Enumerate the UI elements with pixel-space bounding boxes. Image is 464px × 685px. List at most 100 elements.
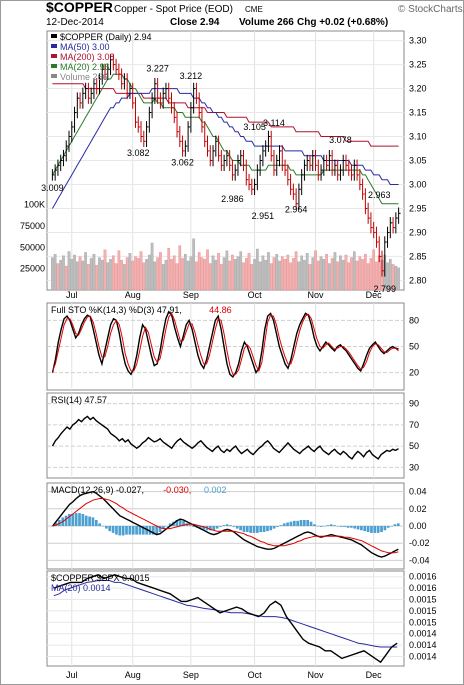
volume-bar bbox=[172, 255, 176, 291]
volume-bar bbox=[184, 253, 187, 291]
volume-bar bbox=[120, 259, 123, 291]
volume-bar bbox=[64, 265, 68, 291]
volume-bar bbox=[167, 247, 171, 291]
macd-histogram-bar bbox=[91, 517, 95, 526]
price-y-tick-label: 3.10 bbox=[409, 132, 427, 142]
volume-bar bbox=[233, 259, 237, 291]
volume-bar bbox=[170, 259, 173, 291]
volume-bar bbox=[189, 256, 193, 291]
osc-y-tick-label: -0.02 bbox=[409, 538, 430, 548]
osc-legend-entry: 0.002 bbox=[204, 485, 227, 495]
price-annotation: 3.062 bbox=[171, 158, 194, 168]
change-label: Chg +0.02 (+0.68%) bbox=[297, 17, 388, 28]
volume-bar bbox=[253, 259, 256, 291]
volume-bar bbox=[311, 257, 315, 291]
macd-histogram-bar bbox=[155, 526, 159, 535]
x-tick-label: Nov bbox=[308, 290, 325, 300]
volume-bar bbox=[366, 263, 370, 291]
price-y-tick-label: 2.95 bbox=[409, 203, 427, 213]
series-line bbox=[52, 490, 399, 558]
price-annotation: 2.963 bbox=[368, 190, 391, 200]
volume-bar bbox=[239, 251, 243, 291]
ma50-line bbox=[51, 88, 399, 209]
macd-histogram-bar bbox=[108, 526, 112, 532]
macd-histogram-bar bbox=[88, 516, 91, 526]
volume-bar bbox=[330, 258, 334, 291]
macd-histogram-bar bbox=[182, 520, 185, 526]
macd-histogram-bar bbox=[296, 520, 299, 526]
price-annotation: 2.799 bbox=[374, 284, 397, 294]
macd-histogram-bar bbox=[111, 526, 115, 533]
macd-histogram-bar bbox=[269, 526, 273, 531]
macd-histogram-bar bbox=[98, 523, 102, 526]
osc-y-tick-label: 0.00 bbox=[409, 521, 427, 531]
volume-bar bbox=[222, 257, 226, 291]
volume-bar bbox=[181, 258, 184, 291]
volume-bar bbox=[159, 252, 162, 291]
price-y-tick-label: 3.30 bbox=[409, 36, 427, 46]
ratio-y-tick-label: 0.0016 bbox=[409, 572, 437, 582]
macd-histogram-bar bbox=[71, 513, 75, 526]
osc-legend-entry: RSI(14) 47.57 bbox=[51, 395, 107, 405]
macd-histogram-bar bbox=[360, 526, 363, 531]
osc-y-tick-label: 0.04 bbox=[409, 487, 427, 497]
volume-bar bbox=[397, 267, 400, 291]
volume-bar bbox=[264, 259, 267, 291]
volume-bar bbox=[261, 255, 265, 291]
ratio-legend-entry: $COPPER:$SPX 0.0015 bbox=[51, 573, 150, 583]
macd-histogram-bar bbox=[252, 526, 256, 533]
macd-histogram-bar bbox=[215, 526, 219, 529]
price-y-tick-label: 2.90 bbox=[409, 227, 427, 237]
series-line bbox=[52, 312, 399, 375]
series-line bbox=[52, 498, 399, 554]
macd-histogram-bar bbox=[175, 519, 179, 526]
macd-histogram-bar bbox=[78, 513, 81, 526]
volume-bar bbox=[62, 255, 65, 291]
volume-bar bbox=[350, 257, 353, 291]
macd-histogram-bar bbox=[118, 526, 122, 536]
macd-histogram-bar bbox=[323, 526, 326, 527]
osc-legend-entry: 44.86 bbox=[209, 305, 232, 315]
macd-histogram-bar bbox=[84, 515, 88, 526]
macd-histogram-bar bbox=[393, 524, 397, 526]
volume-bar bbox=[314, 250, 317, 291]
macd-histogram-bar bbox=[135, 526, 138, 535]
volume-bar bbox=[283, 259, 287, 291]
macd-histogram-bar bbox=[131, 526, 135, 535]
volume-bar bbox=[67, 251, 71, 291]
x-tick-label: Dec bbox=[366, 290, 383, 300]
volume-bar bbox=[73, 254, 76, 291]
macd-histogram-bar bbox=[289, 521, 293, 526]
volume-bar bbox=[51, 257, 54, 291]
macd-histogram-bar bbox=[356, 526, 360, 530]
volume-bar bbox=[319, 256, 323, 291]
symbol-description: Copper - Spot Price (EOD) bbox=[114, 4, 233, 15]
osc-legend-entry: -0.030, bbox=[163, 485, 191, 495]
series-line bbox=[51, 310, 399, 378]
osc-y-tick-label: 0.02 bbox=[409, 504, 427, 514]
series-line bbox=[51, 415, 399, 460]
volume-bar bbox=[178, 245, 182, 291]
macd-histogram-bar bbox=[242, 526, 246, 533]
price-legend-entry: MA(20) 2.96 bbox=[60, 62, 110, 72]
price-y-tick-label: 3.05 bbox=[409, 156, 427, 166]
osc-y-tick-label: 70 bbox=[409, 420, 419, 430]
macd-histogram-bar bbox=[292, 520, 296, 526]
macd-histogram-bar bbox=[276, 526, 279, 527]
price-legend-entry: Volume 266 bbox=[60, 72, 108, 82]
price-legend-entry: $COPPER (Daily) 2.94 bbox=[60, 32, 152, 42]
macd-histogram-bar bbox=[329, 524, 333, 526]
volume-bar bbox=[372, 249, 376, 291]
x-tick-label: Oct bbox=[248, 290, 263, 300]
macd-histogram-bar bbox=[383, 526, 387, 531]
macd-histogram-bar bbox=[141, 526, 145, 535]
volume-bar bbox=[145, 259, 148, 291]
volume-bar bbox=[203, 259, 207, 291]
volume-y-tick-label: 25000 bbox=[20, 264, 45, 274]
volume-bar bbox=[341, 259, 345, 291]
price-y-tick-label: 3.00 bbox=[409, 179, 427, 189]
legend-swatch bbox=[51, 54, 57, 58]
volume-bar bbox=[92, 253, 96, 291]
volume-bar bbox=[136, 258, 140, 291]
macd-histogram-bar bbox=[349, 526, 353, 528]
